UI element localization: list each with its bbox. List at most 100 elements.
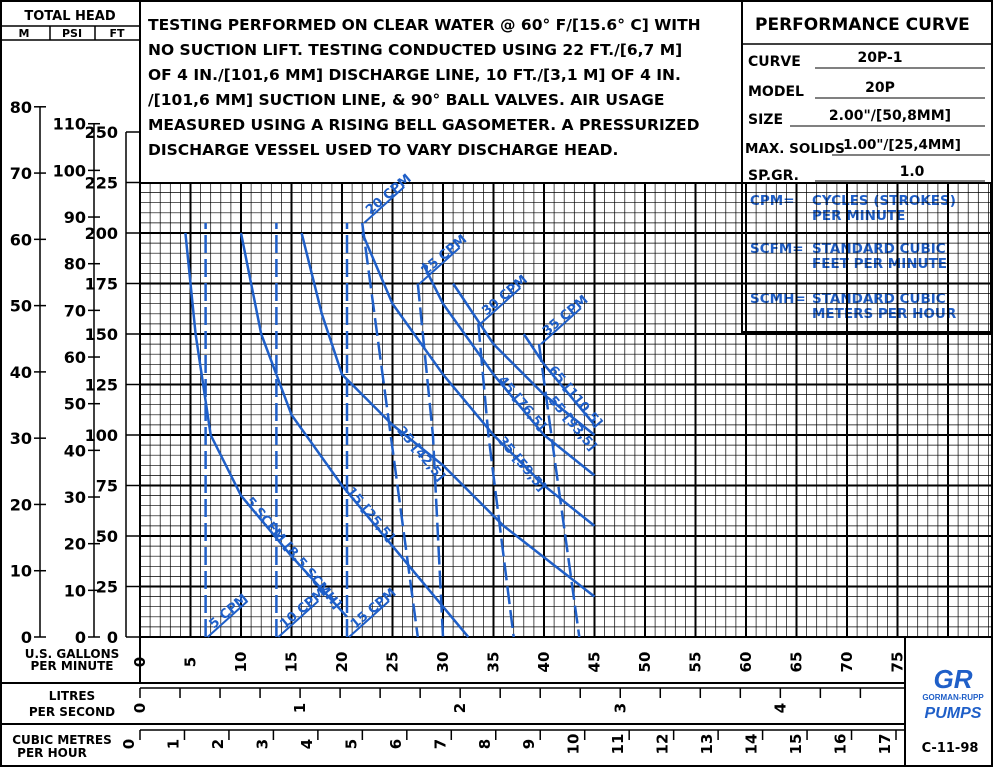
m-tick-label: 0 — [21, 628, 32, 647]
ft-tick-label: 25 — [96, 578, 118, 597]
m-tick-label: 40 — [10, 363, 32, 382]
ft-tick-label: 175 — [85, 275, 118, 294]
scfm-line — [421, 262, 596, 477]
cpm-line — [360, 222, 420, 638]
curve-value: 20P-1 — [857, 50, 902, 66]
cmh-tick-label: 8 — [476, 739, 494, 749]
legend-scmh-line-1: STANDARD CUBIC — [812, 291, 946, 307]
cmh-tick-label: 17 — [876, 734, 894, 755]
gpm-tick-label: 75 — [889, 652, 907, 673]
cpm-label-leader — [540, 307, 582, 345]
max-solids-label: MAX. SOLIDS — [745, 141, 845, 157]
cmh-tick-label: 4 — [298, 739, 316, 749]
gpm-tick-label: 65 — [788, 652, 806, 673]
cmh-tick-label: 13 — [698, 734, 716, 755]
gpm-tick-label: 50 — [636, 652, 654, 673]
lps-axis-label-1: LITRES — [49, 689, 95, 703]
psi-tick-label: 90 — [64, 208, 86, 227]
psi-tick-label: 100 — [53, 161, 86, 180]
lps-tick-label: 3 — [611, 703, 629, 713]
m-tick-label: 10 — [10, 562, 32, 581]
performance-curve-title: PERFORMANCE CURVE — [755, 15, 970, 35]
cmh-tick-label: 12 — [654, 734, 672, 755]
legend-cpm-line-2: PER MINUTE — [812, 208, 905, 224]
legend-scmh-key: SCMH= — [750, 291, 806, 307]
lps-tick-label: 4 — [771, 703, 789, 713]
size-value: 2.00"/[50,8MM] — [829, 108, 951, 124]
cmh-tick-label: 3 — [253, 739, 271, 749]
bottom-axes: 0 5 10 15 20 25 30 35 40 45 50 55 60 65 70 750 1 2 3 40 1 2 3 4… — [120, 652, 907, 755]
legend-cpm-line-1: CYCLES (STROKES) — [812, 193, 956, 209]
ft-tick-label: 50 — [96, 527, 118, 546]
left-axes: 0255075100125150175200225250010203040506… — [10, 98, 140, 647]
cpm-line — [537, 343, 581, 638]
scfm-line — [239, 232, 470, 638]
psi-tick-label: 70 — [64, 301, 86, 320]
lps-axis-label-2: PER SECOND — [29, 705, 115, 719]
gpm-tick-label: 70 — [838, 652, 856, 673]
cmh-tick-label: 0 — [120, 739, 138, 749]
ft-tick-label: 225 — [85, 174, 118, 193]
psi-tick-label: 30 — [64, 488, 86, 507]
cmh-tick-label: 9 — [520, 739, 538, 749]
cmh-tick-label: 5 — [342, 739, 360, 749]
gpm-tick-label: 25 — [384, 652, 402, 673]
note-line-4: /[101,6 MM] SUCTION LINE, & 90° BALL VAL… — [148, 91, 664, 109]
cmh-tick-label: 6 — [387, 739, 405, 749]
size-label: SIZE — [748, 112, 783, 128]
gorman-rupp-logo: GR GORMAN-RUPP PUMPS — [922, 664, 984, 722]
cmh-tick-label: 1 — [164, 739, 182, 749]
gpm-tick-label: 45 — [586, 652, 604, 673]
scfm-line — [300, 232, 596, 598]
cpm-label-leader — [348, 600, 390, 638]
unit-psi-label: PSI — [62, 27, 82, 40]
scfm-line — [361, 232, 596, 527]
psi-tick-label: 50 — [64, 395, 86, 414]
spgr-value: 1.0 — [900, 164, 925, 180]
m-tick-label: 80 — [10, 98, 32, 117]
gpm-axis-label-2: PER MINUTE — [31, 659, 114, 673]
gpm-tick-label: 5 — [182, 657, 200, 667]
cpm-label-leader — [277, 600, 320, 638]
psi-tick-label: 110 — [53, 115, 86, 134]
ft-tick-label: 0 — [107, 628, 118, 647]
gpm-tick-label: 60 — [737, 652, 755, 673]
note-line-1: TESTING PERFORMED ON CLEAR WATER @ 60° F… — [148, 16, 701, 34]
logo-company-name: GORMAN-RUPP — [922, 693, 984, 702]
date-code: C-11-98 — [922, 741, 979, 756]
cmh-tick-label: 2 — [209, 739, 227, 749]
cpm-label-leader — [479, 287, 522, 325]
curve-label: CURVE — [748, 54, 801, 70]
gpm-tick-label: 30 — [434, 652, 452, 673]
gpm-tick-label: 0 — [131, 657, 149, 667]
cmh-axis-label-1: CUBIC METRES — [12, 733, 112, 747]
gpm-tick-label: 35 — [485, 652, 503, 673]
gpm-tick-label: 15 — [283, 652, 301, 673]
psi-tick-label: 0 — [75, 628, 86, 647]
legend-scfm-line-2: FEET PER MINUTE — [812, 256, 947, 272]
max-solids-value: 1.00"/[25,4MM] — [843, 137, 961, 153]
note-line-3: OF 4 IN./[101,6 MM] DISCHARGE LINE, 10 F… — [148, 66, 681, 84]
total-head-label: TOTAL HEAD — [24, 9, 115, 24]
cmh-tick-label: 16 — [832, 734, 850, 755]
ft-tick-label: 75 — [96, 477, 118, 496]
gpm-tick-label: 20 — [333, 652, 351, 673]
scfm-line — [184, 232, 348, 618]
logo-pumps: PUMPS — [925, 705, 982, 722]
m-tick-label: 60 — [10, 230, 32, 249]
ft-tick-label: 125 — [85, 376, 118, 395]
logo-mark: GR — [934, 664, 973, 694]
cmh-tick-label: 15 — [787, 734, 805, 755]
unit-m-label: M — [19, 27, 30, 40]
cpm-line — [477, 323, 515, 638]
cpm-line — [416, 283, 445, 638]
psi-tick-label: 60 — [64, 348, 86, 367]
psi-tick-label: 20 — [64, 535, 86, 554]
model-label: MODEL — [748, 84, 804, 100]
cmh-tick-label: 10 — [565, 734, 583, 755]
unit-ft-label: FT — [109, 27, 125, 40]
gpm-tick-label: 10 — [232, 652, 250, 673]
note-line-2: NO SUCTION LIFT. TESTING CONDUCTED USING… — [148, 41, 682, 59]
cmh-tick-label: 14 — [743, 734, 761, 755]
